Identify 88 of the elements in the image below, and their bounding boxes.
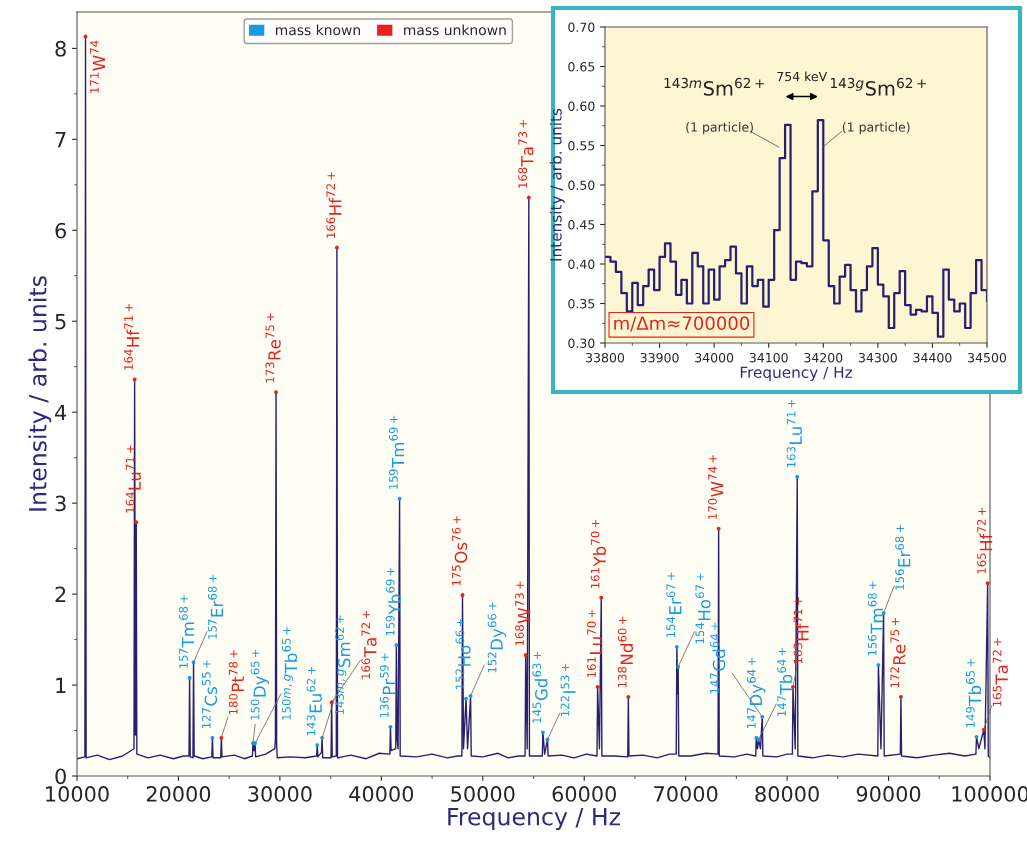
data-label: $^{170}$W$^{74+}$ [708,455,724,519]
y-axis-title: Intensity / arb. units [549,108,565,261]
y-tick-label: 0.35 [568,298,595,309]
x-tick-label: 34000 [695,352,734,363]
y-tick-label: 8 [55,40,66,57]
data-label: $^{166}$Ta$^{72+}$ [361,611,377,679]
x-tick-label: 33900 [640,352,679,363]
data-label: $^{159}$Yb$^{69+}$ [385,567,402,636]
data-label: $^{165}$Hf$^{72+}$ [977,507,993,574]
data-label: $^{147}$Gd$^{64+}$ [710,622,726,694]
data-label: $^{143m,g}$Sm$^{62+}$ [335,615,351,715]
y-tick-label: 6 [55,222,66,239]
data-label: $^{156}$Er$^{68+}$ [895,524,911,590]
x-axis-title: Frequency / Hz [740,366,852,381]
annotation: $^{143m}$Sm$^{62+}$ [664,77,765,96]
data-label: $^{164}$Hf$^{71+}$ [124,304,140,370]
y-tick-label: 2 [55,586,66,603]
y-tick-label: 5 [55,313,66,330]
data-label: $^{165}$Ta$^{72+}$ [992,638,1008,706]
data-label: $^{154}$Ho$^{67+}$ [695,573,711,644]
data-label: $^{166}$Hf$^{72+}$ [326,172,342,238]
data-label: $^{147}$Tb$^{64+}$ [777,647,793,716]
x-tick-label: 50000 [451,786,515,802]
legend-label: mass known [275,24,360,36]
y-tick-label: 0.30 [568,338,595,348]
annotation: $^{143g}$Sm$^{62+}$ [830,77,927,96]
data-label: $^{175}$Os$^{76+}$ [451,516,468,586]
x-tick-label: 60000 [552,786,616,802]
x-tick-label: 34300 [858,352,897,363]
x-tick-label: 34400 [913,352,952,363]
x-tick-label: 20000 [146,786,211,802]
x-tick-label: 30000 [248,786,312,802]
annotation: 754 keV [777,71,828,82]
data-label: $^{168}$Ta$^{73+}$ [518,120,534,188]
x-tick-label: 34500 [968,352,1007,363]
data-label: $^{161}$Lu$^{70+}$ [587,609,603,678]
y-tick-label: 0.65 [568,61,595,72]
data-label: $^{159}$Tm$^{69+}$ [389,415,405,489]
y-tick-label: 0.40 [568,259,595,269]
data-label: $^{163}$Hf$^{71+}$ [793,597,809,664]
data-label: $^{161}$Yb$^{70+}$ [590,519,606,588]
y-tick-label: 7 [55,132,66,148]
data-label: $^{163}$Lu$^{71+}$ [786,399,802,467]
data-label: $^{149}$Tb$^{65+}$ [965,659,982,728]
data-label: $^{154}$Er$^{67+}$ [666,572,682,638]
data-label: $^{168}$W$^{73+}$ [515,581,531,646]
data-label: $^{164}$Lu$^{71+}$ [125,445,141,513]
x-axis-title: Frequency / Hz [448,808,621,831]
y-tick-label: 1 [56,677,66,693]
data-label: $^{150}$Dy$^{65+}$ [250,649,270,720]
data-label: $^{171}$W$^{74}$ [90,40,106,93]
y-tick-label: 0.45 [568,219,595,230]
y-tick-label: 0 [55,768,66,785]
data-label: $^{157}$Er$^{68+}$ [207,574,224,639]
y-tick-label: 0.60 [568,101,595,111]
x-tick-label: 80000 [755,786,819,802]
data-label: $^{138}$Nd$^{60+}$ [617,616,634,688]
y-axis-title: Intensity / arb. units [28,276,52,511]
data-label: $^{147}$Dy$^{64+}$ [746,658,766,729]
x-tick-label: 70000 [654,786,718,802]
data-label: $^{157}$Tm$^{68+}$ [179,595,195,668]
data-label: $^{127}$Cs$^{55+}$ [201,660,218,729]
data-label: $^{150m,g}$Tb$^{65+}$ [281,626,298,720]
data-label: $^{156}$Tm$^{68+}$ [867,581,883,656]
annotation: m/Δm≈700000 [614,316,750,332]
data-label: $^{152}$Dy$^{66+}$ [487,602,507,673]
y-tick-label: 0.55 [568,140,595,151]
x-tick-label: 10000 [46,786,109,802]
data-label: $^{172}$Re$^{75+}$ [890,618,906,688]
y-tick-label: 4 [55,404,67,421]
data-label: $^{145}$Gd$^{63+}$ [532,651,548,723]
legend-label: mass unknown [404,24,506,36]
y-tick-label: 0.50 [568,180,595,190]
annotation: (1 particle) [842,122,910,135]
data-label: $^{152}$Ho$^{66+}$ [455,618,471,689]
data-label: $^{173}$Re$^{75+}$ [265,313,281,383]
data-label: $^{122}$I$^{53+}$ [560,663,576,716]
y-tick-label: 0.70 [568,22,595,32]
y-tick-label: 3 [55,495,66,512]
annotation: (1 particle) [686,122,753,135]
x-tick-label: 40000 [349,786,414,802]
x-tick-label: 34200 [804,352,843,363]
x-tick-label: 33800 [586,352,625,363]
data-label: $^{143}$Eu$^{62+}$ [306,666,322,736]
x-tick-label: 34100 [749,352,788,363]
data-label: $^{136}$Pr$^{59+}$ [379,653,395,718]
x-tick-label: 90000 [856,786,921,802]
data-label: $^{180}$Pt$^{78+}$ [228,650,244,715]
